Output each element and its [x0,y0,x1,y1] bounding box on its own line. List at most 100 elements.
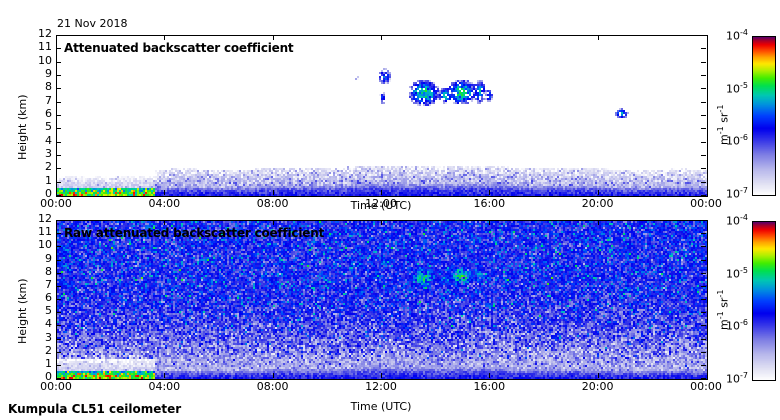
y-tick-mark [56,339,61,340]
y-tick-label: 6 [45,107,52,120]
raw-backscatter-heatmap [57,221,707,379]
x-tick-label: 04:00 [148,380,181,393]
x-tick-mark-top [164,35,165,40]
y-tick-label: 1 [45,173,52,187]
x-tick-label: 20:00 [581,197,614,210]
date-label: 21 Nov 2018 [57,17,128,30]
y-tick-mark-right [701,365,706,366]
x-tick-mark [273,373,274,378]
y-tick-mark-right [701,378,706,379]
y-tick-mark [56,182,61,183]
attenuated-backscatter-heatmap [57,36,707,196]
y-tick-mark-right [701,312,706,313]
y-tick-label: 9 [45,67,52,80]
y-tick-mark-right [701,246,706,247]
colorbar-tick-label: 10-4 [726,213,748,228]
x-tick-label: 16:00 [473,380,506,393]
x-tick-mark-top [381,35,382,40]
y-tick-label: 0 [45,370,52,383]
y-tick-mark [56,142,61,143]
y-tick-mark-right [701,195,706,196]
y-tick-mark-right [701,299,706,300]
colorbar-tick-label: 10-6 [726,318,748,333]
y-tick-label: 8 [45,264,52,278]
x-tick-label: 04:00 [148,197,181,210]
y-tick-mark [56,378,61,379]
y-tick-mark [56,273,61,274]
y-tick-mark-right [701,142,706,143]
y-tick-mark [56,102,61,103]
y-tick-mark [56,233,61,234]
attenuated-plot-frame [56,35,708,197]
y-tick-label: 10 [38,238,52,252]
y-tick-label: 3 [45,330,52,344]
y-tick-mark-right [701,88,706,89]
y-tick-mark-right [701,115,706,116]
y-tick-label: 1 [45,356,52,370]
y-tick-mark-right [701,352,706,353]
x-tick-mark [273,190,274,195]
y-tick-mark-right [701,35,706,36]
colorbar-bottom-unit: m-1 sr-1 [716,289,731,330]
x-tick-label: 12:00 [365,197,397,210]
x-tick-label: 00:00 [40,380,72,393]
y-tick-mark-right [701,325,706,326]
colorbar-tick-label: 10-7 [726,186,748,201]
y-tick-mark [56,48,61,49]
y-tick-mark [56,195,61,196]
y-tick-mark [56,35,61,36]
y-tick-mark-right [701,339,706,340]
y-tick-mark-right [701,155,706,156]
y-tick-label: 11 [38,40,52,54]
colorbar-tick-label: 10-5 [726,80,748,96]
y-tick-label: 7 [45,93,52,107]
y-tick-mark [56,220,61,221]
attenuated-x-axis-label: Time (UTC) [350,199,412,212]
x-tick-label: 12:00 [365,380,397,393]
x-tick-label: 00:00 [690,380,722,393]
y-tick-mark [56,365,61,366]
x-tick-mark [489,373,490,378]
y-tick-label: 12 [38,212,52,225]
y-tick-mark [56,88,61,89]
y-tick-label: 2 [45,160,52,174]
x-tick-mark [381,190,382,195]
colorbar-gradient-top [752,36,776,196]
x-tick-label: 00:00 [690,197,722,210]
y-tick-mark [56,352,61,353]
y-tick-label: 4 [45,133,52,147]
x-tick-mark [381,373,382,378]
y-tick-mark-right [701,62,706,63]
x-tick-mark-top [273,220,274,225]
y-tick-mark-right [701,233,706,234]
y-tick-mark-right [701,182,706,183]
x-tick-mark [164,373,165,378]
y-tick-label: 11 [38,225,52,239]
attenuated-panel-title: Attenuated backscatter coefficient [64,41,294,55]
x-tick-mark-top [164,220,165,225]
x-tick-mark [164,190,165,195]
y-tick-mark [56,128,61,129]
instrument-footer: Kumpula CL51 ceilometer [8,402,182,416]
x-tick-label: 00:00 [40,197,72,210]
y-tick-label: 9 [45,251,52,265]
y-tick-mark-right [701,286,706,287]
y-tick-mark [56,312,61,313]
y-tick-label: 5 [45,304,52,318]
x-tick-mark [489,190,490,195]
x-tick-label: 08:00 [256,380,289,393]
y-tick-mark [56,168,61,169]
colorbar-top-unit: m-1 sr-1 [716,104,731,145]
x-tick-mark-top [273,35,274,40]
y-tick-mark-right [701,168,706,169]
y-tick-mark [56,62,61,63]
y-tick-mark [56,325,61,326]
x-tick-mark-top [489,220,490,225]
x-tick-mark-top [381,220,382,225]
y-tick-mark [56,75,61,76]
y-tick-label: 12 [38,27,52,40]
x-tick-mark [598,190,599,195]
colorbar-tick-label: 10-7 [726,371,748,386]
y-tick-mark-right [701,273,706,274]
